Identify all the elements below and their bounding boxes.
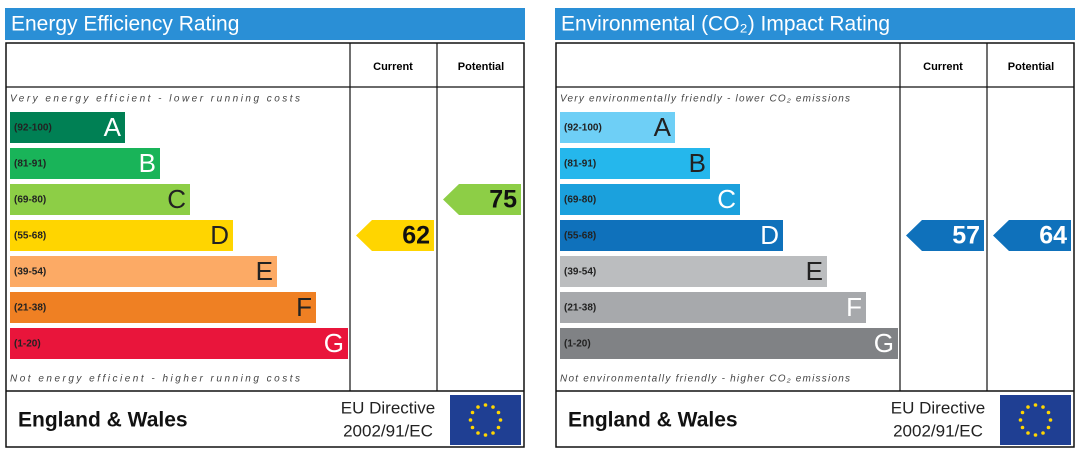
band-range: (92-100) [14,123,52,134]
band-letter: F [296,292,312,322]
rating-value: 75 [489,186,517,214]
rating-band [10,112,125,143]
region: England & Wales [18,409,188,432]
rating-value: 64 [1039,222,1067,250]
band-range: (81-91) [564,159,596,170]
region: England & Wales [568,409,738,432]
eu-flag [450,395,521,445]
band-letter: B [689,148,706,178]
eu-star [1033,403,1038,407]
band-range: (92-100) [564,123,602,134]
eu-star [483,433,488,437]
rating-band [560,256,827,287]
rating-band [560,112,675,143]
rating-band [10,220,233,251]
panel-title: Energy Efficiency Rating [11,13,239,36]
directive: 2002/91/EC [893,421,983,440]
title-bar [555,8,1075,40]
band-letter: A [104,112,122,142]
band-range: (39-54) [14,267,46,278]
eu-star [496,425,501,430]
eu-star [498,418,503,422]
rating-band [10,292,316,323]
rating-band [560,184,740,215]
rating-arrow [906,220,984,251]
band-range: (55-68) [564,231,596,242]
band-letter: E [806,256,823,286]
eu-star [496,410,501,415]
eu-star [468,418,473,422]
eu-star [1026,431,1030,435]
eu-star [1046,425,1051,430]
band-range: (39-54) [564,267,596,278]
column-header: Potential [1008,61,1054,73]
rating-arrow [443,184,521,215]
directive: 2002/91/EC [343,421,433,440]
band-letter: F [846,292,862,322]
band-range: (69-80) [14,195,46,206]
title-bar [5,8,525,40]
rating-band [560,292,866,323]
band-letter: C [167,184,186,214]
band-range: (55-68) [14,231,46,242]
panel-border [5,42,525,448]
eu-star [1048,418,1053,422]
band-range: (21-38) [14,303,46,314]
eu-star [483,403,488,407]
band-letter: A [654,112,672,142]
rating-value: 57 [952,222,980,250]
directive: EU Directive [341,398,435,417]
rating-panel: Energy Efficiency Rating Current Potential… [5,8,525,448]
eu-star [1033,433,1038,437]
scale-note: Very environmentally friendly - lower CO… [560,94,850,105]
eu-star [1018,418,1023,422]
column-header: Current [923,61,963,73]
band-letter: G [324,328,344,358]
panel-title: Environmental (CO₂) Impact Rating [561,13,890,36]
rating-band [560,328,898,359]
panel-border [555,42,1075,448]
band-letter: G [874,328,894,358]
band-range: (21-38) [564,303,596,314]
band-range: (1-20) [14,339,41,350]
column-header: Potential [458,61,504,73]
directive: EU Directive [891,398,985,417]
rating-arrow [993,220,1071,251]
eu-star [1041,405,1045,409]
eu-star [1026,405,1030,409]
band-letter: C [717,184,736,214]
eu-star [1046,410,1051,415]
eu-star [476,405,480,409]
eu-flag [1000,395,1071,445]
eu-star [470,410,475,415]
band-letter: E [256,256,273,286]
eu-star [1020,425,1025,430]
eu-star [491,405,495,409]
rating-arrow [356,220,434,251]
rating-panel: Environmental (CO₂) Impact Rating Current… [555,8,1075,448]
column-header: Current [373,61,413,73]
band-range: (1-20) [564,339,591,350]
scale-note: Not environmentally friendly - higher CO… [560,374,850,385]
band-range: (69-80) [564,195,596,206]
rating-band [10,148,160,179]
scale-note: Very energy efficient - lower running co… [10,94,300,105]
rating-band [560,220,783,251]
rating-band [10,184,190,215]
band-range: (81-91) [14,159,46,170]
rating-band [10,328,348,359]
band-letter: B [139,148,156,178]
eu-star [1020,410,1025,415]
rating-value: 62 [402,222,430,250]
eu-star [476,431,480,435]
eu-star [491,431,495,435]
rating-band [10,256,277,287]
rating-band [560,148,710,179]
band-letter: D [760,220,779,250]
band-letter: D [210,220,229,250]
scale-note: Not energy efficient - higher running co… [10,374,300,385]
eu-star [470,425,475,430]
eu-star [1041,431,1045,435]
